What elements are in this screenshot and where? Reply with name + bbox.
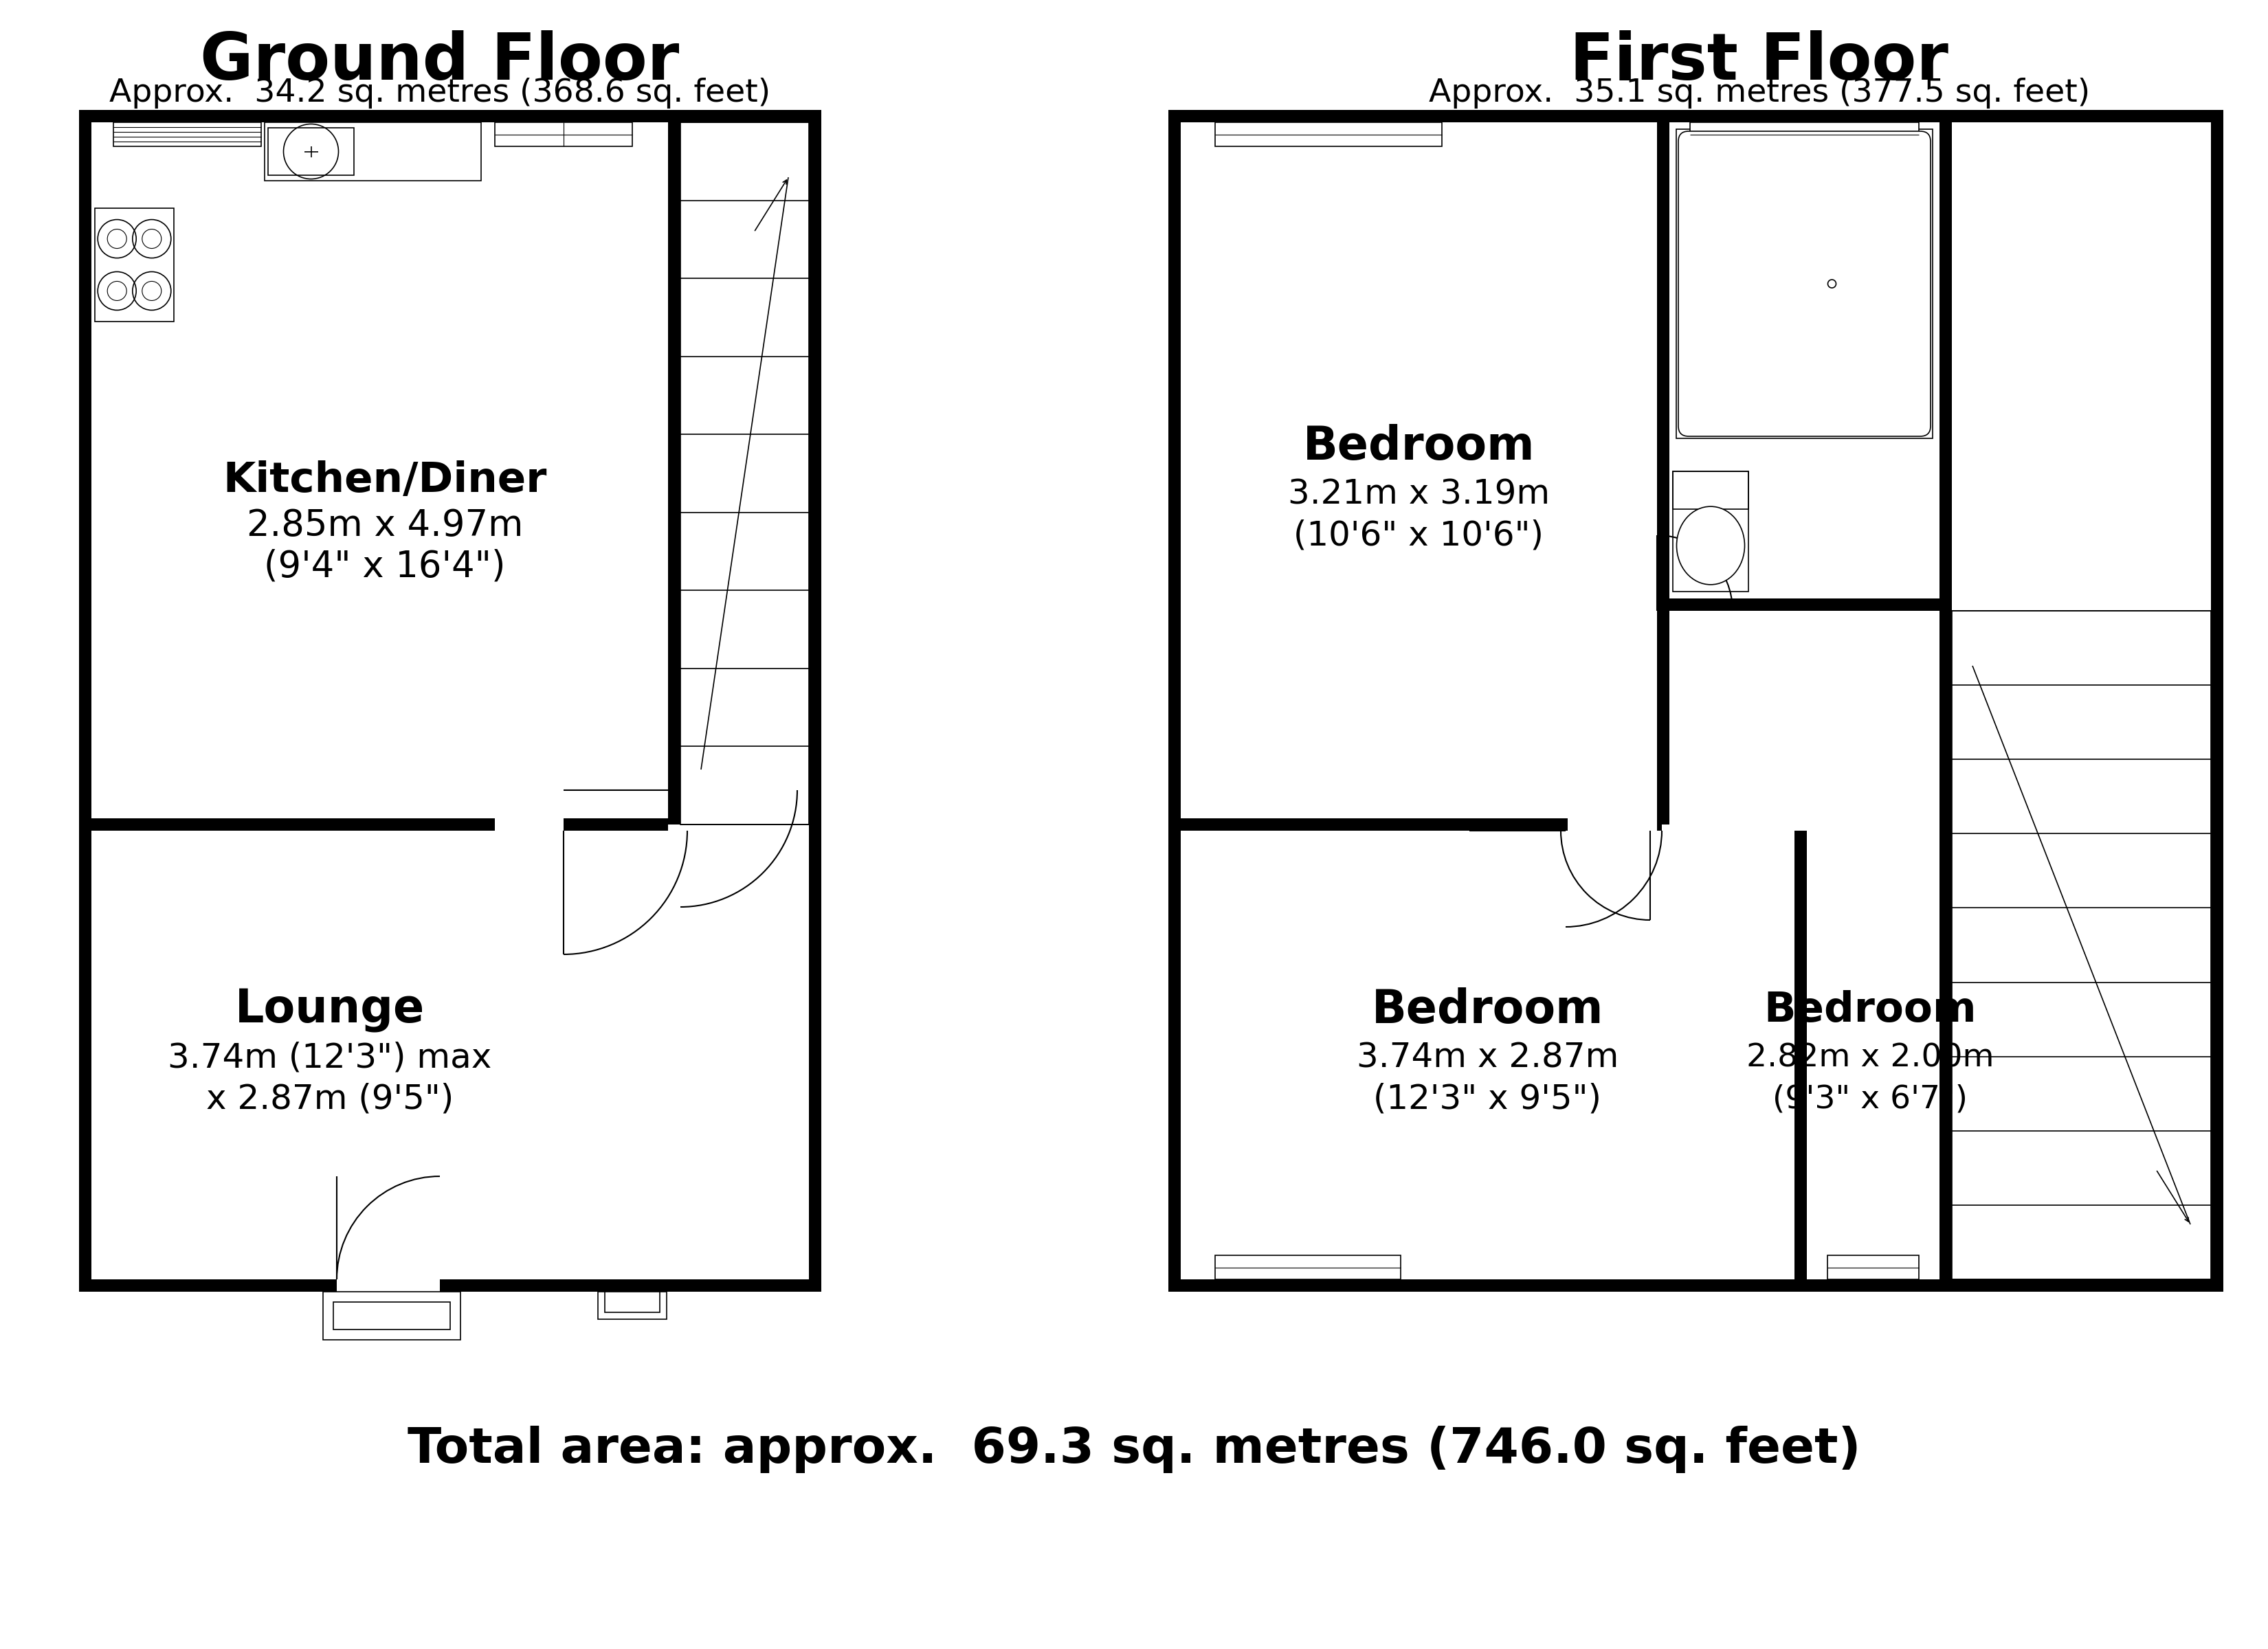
Bar	[79, 110, 91, 1291]
Bar	[562, 818, 669, 831]
Text: Total area: approx.  69.3 sq. metres (746.0 sq. feet): Total area: approx. 69.3 sq. metres (746…	[408, 1426, 1860, 1474]
Bar	[680, 122, 810, 824]
Text: Bedroom: Bedroom	[1765, 989, 1975, 1031]
Text: (9'3" x 6'7"): (9'3" x 6'7")	[1774, 1083, 1969, 1115]
Text: Bedroom: Bedroom	[1372, 988, 1603, 1032]
Text: (10'6" x 10'6"): (10'6" x 10'6")	[1293, 519, 1545, 552]
Bar	[1953, 610, 2211, 1280]
Text: Kitchen/Diner: Kitchen/Diner	[222, 460, 547, 501]
Bar	[1379, 818, 1567, 831]
Text: First Floor: First Floor	[1569, 30, 1948, 94]
Bar	[91, 818, 494, 831]
Text: 2.85m x 4.97m: 2.85m x 4.97m	[247, 508, 524, 544]
Bar	[1216, 1255, 1402, 1280]
Text: Ground Floor: Ground Floor	[200, 30, 680, 94]
Bar	[599, 1291, 667, 1319]
Bar	[1182, 818, 1565, 831]
Bar	[79, 110, 821, 122]
Bar	[1690, 122, 1919, 147]
Bar	[268, 127, 354, 175]
Bar	[2211, 110, 2223, 1291]
Bar	[440, 1280, 810, 1291]
Text: x 2.87m (9'5"): x 2.87m (9'5")	[206, 1083, 454, 1116]
Bar	[1828, 1255, 1919, 1280]
Bar	[113, 122, 261, 147]
Bar	[1676, 129, 1932, 439]
Text: (12'3" x 9'5"): (12'3" x 9'5")	[1374, 1083, 1601, 1116]
Bar	[1658, 599, 1953, 610]
Text: 3.21m x 3.19m: 3.21m x 3.19m	[1288, 478, 1549, 511]
FancyBboxPatch shape	[1678, 132, 1930, 437]
Bar	[1939, 122, 1953, 605]
Bar	[95, 208, 175, 322]
Bar	[669, 110, 680, 824]
Text: Lounge: Lounge	[236, 988, 424, 1032]
Ellipse shape	[1676, 506, 1744, 585]
Bar	[265, 122, 481, 181]
Text: Bedroom: Bedroom	[1302, 424, 1535, 470]
Bar	[1182, 818, 1270, 831]
Text: 3.74m (12'3") max: 3.74m (12'3") max	[168, 1042, 492, 1075]
Text: (9'4" x 16'4"): (9'4" x 16'4")	[263, 549, 506, 585]
Bar	[333, 1303, 449, 1329]
Bar	[810, 110, 821, 1291]
Bar	[322, 1291, 460, 1339]
Bar	[79, 1280, 336, 1291]
Bar	[606, 1291, 660, 1313]
Bar	[1658, 122, 1669, 824]
Bar	[1939, 605, 1953, 1291]
Bar	[1674, 472, 1749, 592]
Bar	[1168, 1280, 2223, 1291]
Bar	[1216, 122, 1442, 147]
Bar	[1168, 110, 1182, 1291]
Text: Approx.  34.2 sq. metres (368.6 sq. feet): Approx. 34.2 sq. metres (368.6 sq. feet)	[109, 78, 771, 109]
Text: 2.82m x 2.00m: 2.82m x 2.00m	[1746, 1042, 1994, 1073]
Bar	[1168, 110, 2223, 122]
Bar	[1658, 818, 1662, 831]
Text: Bathroom: Bathroom	[1685, 378, 1916, 419]
Text: Approx.  35.1 sq. metres (377.5 sq. feet): Approx. 35.1 sq. metres (377.5 sq. feet)	[1429, 78, 2091, 109]
Text: 3.74m x 2.87m: 3.74m x 2.87m	[1356, 1042, 1619, 1075]
Bar	[1794, 831, 1808, 1280]
Bar	[1674, 472, 1749, 510]
Bar	[494, 122, 633, 147]
